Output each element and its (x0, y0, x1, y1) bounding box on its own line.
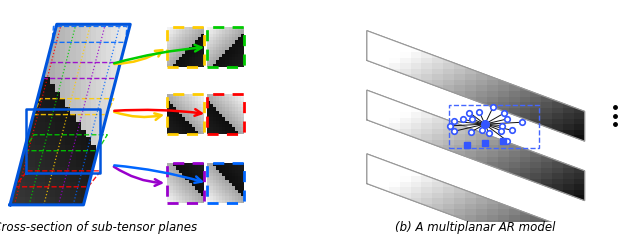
Bar (449, 105, 539, 148)
Bar (167, 94, 203, 134)
Bar (207, 163, 244, 203)
Bar (167, 163, 203, 203)
Bar (207, 28, 244, 67)
Polygon shape (367, 31, 585, 141)
Text: (b) A multiplanar AR model: (b) A multiplanar AR model (396, 221, 556, 234)
Bar (207, 94, 244, 134)
Polygon shape (367, 90, 585, 201)
Text: (a) Cross-section of sub-tensor planes: (a) Cross-section of sub-tensor planes (0, 221, 197, 234)
Polygon shape (367, 154, 585, 236)
Bar (167, 28, 203, 67)
